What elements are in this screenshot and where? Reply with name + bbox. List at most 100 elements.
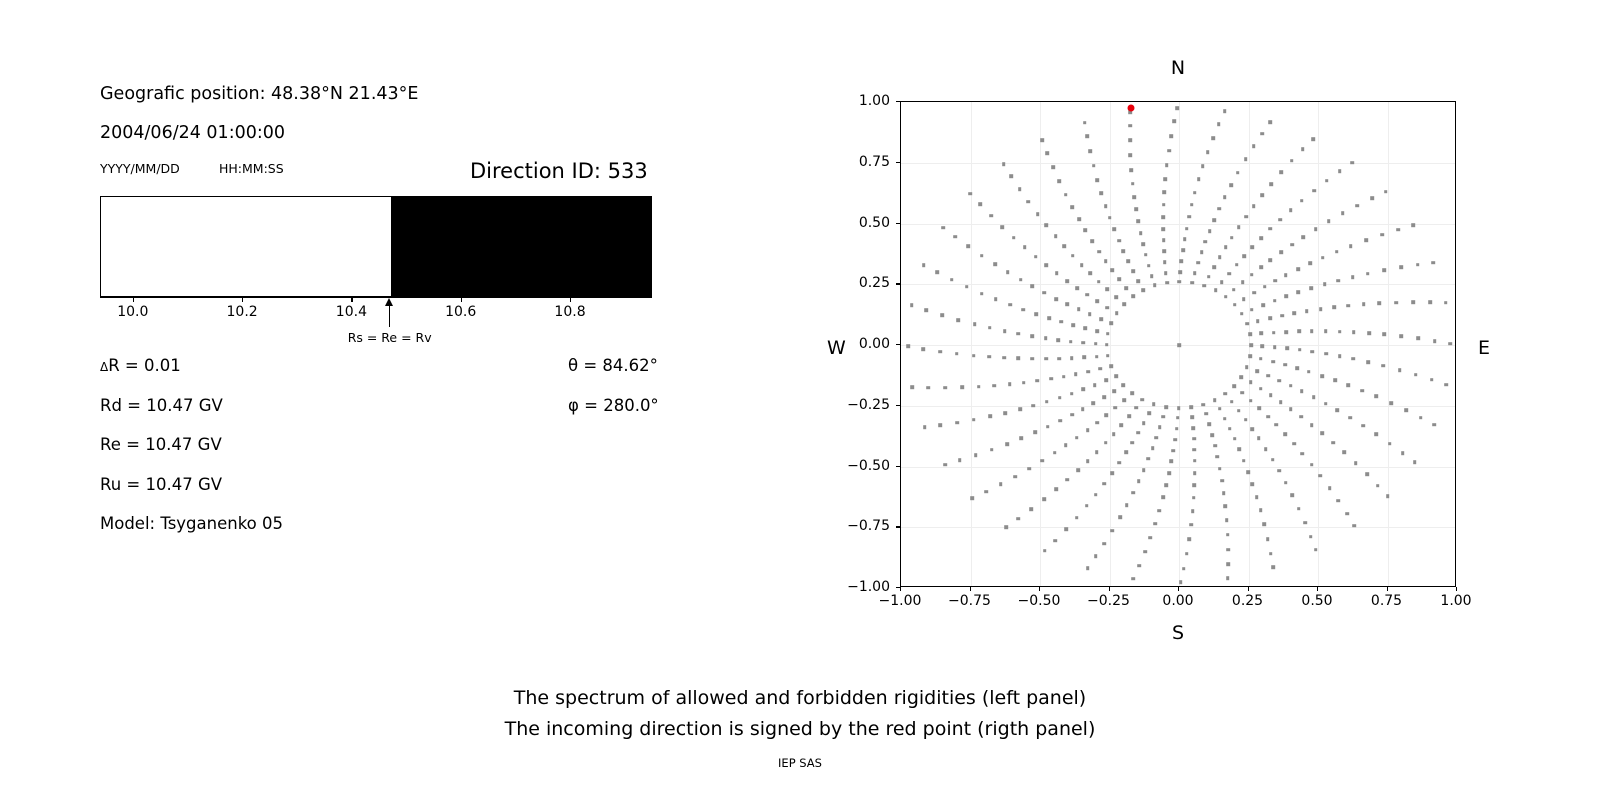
scatter-point (1192, 271, 1197, 276)
scatter-point (1246, 470, 1251, 475)
scatter-point (1087, 312, 1092, 317)
scatter-point (1225, 532, 1230, 537)
scatter-point (1223, 391, 1227, 396)
scatter-point (1231, 288, 1236, 292)
scatter-point (1322, 282, 1327, 287)
scatter-point (1022, 245, 1027, 250)
scatter-point (1221, 491, 1226, 495)
scatter-point (1177, 280, 1182, 284)
scatter-point (1252, 290, 1256, 295)
scatter-point (1124, 286, 1129, 291)
scatter-point (1077, 217, 1081, 222)
scatter-point (1042, 497, 1046, 502)
scatter-point (1338, 169, 1342, 173)
scatter-point (1018, 278, 1023, 282)
scatter-point (955, 420, 959, 425)
scatter-point (1074, 515, 1079, 520)
scatter-point (1273, 345, 1277, 349)
scatter-point (1360, 388, 1364, 393)
scatter-point (1264, 447, 1268, 451)
scatter-point (910, 385, 915, 390)
scatter-point (1260, 193, 1264, 198)
scatter-point (1138, 231, 1143, 236)
scatter-point (1090, 239, 1094, 243)
scatter-point (1215, 454, 1220, 459)
scatter-point (1336, 498, 1341, 503)
spectrum-tick-label: 10.0 (117, 304, 149, 320)
scatter-point (1345, 511, 1349, 516)
scatter-point (1091, 163, 1096, 168)
scatter-point (1146, 456, 1151, 461)
scatter-point (1224, 295, 1228, 299)
scatter-point (1361, 302, 1366, 307)
scatter-point (1223, 504, 1228, 509)
scatter-point (1222, 416, 1227, 421)
scatter-point (1167, 471, 1171, 476)
scatter-point (1348, 415, 1353, 420)
scatter-point (1064, 443, 1068, 448)
scatter-point (1130, 181, 1135, 186)
scatter-point (1143, 550, 1147, 554)
scatter-point (1134, 405, 1138, 410)
scatter-point (1229, 236, 1234, 240)
scatter-point (1412, 460, 1417, 465)
scatter-point (1352, 523, 1357, 528)
x-axis-tick-label: 1.00 (1440, 593, 1472, 609)
scatter-point (1224, 518, 1229, 522)
scatter-point (1192, 483, 1197, 488)
scatter-point (1261, 303, 1266, 307)
scatter-point (1295, 366, 1299, 370)
scatter-point (1257, 406, 1262, 411)
param-delta-r-value: R = 0.01 (108, 356, 181, 375)
scatter-point (1206, 275, 1211, 279)
scatter-point (1161, 238, 1166, 242)
scatter-point (1324, 351, 1328, 356)
scatter-point (1137, 564, 1141, 568)
scatter-point (1165, 163, 1169, 168)
scatter-point (1232, 384, 1236, 388)
scatter-point (1105, 287, 1109, 292)
scatter-point (1273, 279, 1277, 283)
scatter-point (1030, 356, 1035, 361)
scatter-point (968, 191, 973, 196)
scatter-point (1297, 329, 1301, 334)
scatter-point (1351, 330, 1356, 334)
spectrum-tick-label: 10.2 (226, 304, 258, 320)
scatter-point (1323, 329, 1328, 334)
scatter-point (1444, 383, 1448, 387)
scatter-point (1381, 363, 1386, 368)
scatter-point (1102, 481, 1107, 486)
scatter-point (1098, 367, 1102, 371)
x-axis-tick (1178, 587, 1180, 591)
scatter-point (1240, 390, 1244, 395)
scatter-point (1292, 442, 1296, 446)
scatter-point (1309, 329, 1314, 334)
scatter-point (1346, 304, 1351, 308)
scatter-point (1262, 284, 1267, 289)
scatter-point (1004, 525, 1008, 530)
scatter-point (1095, 450, 1099, 454)
scatter-point (1130, 391, 1134, 395)
scatter-point (1226, 562, 1230, 567)
scatter-point (924, 308, 929, 312)
scatter-point (1114, 311, 1119, 315)
scatter-point (1366, 271, 1370, 276)
scatter-point (1270, 458, 1275, 462)
scatter-point (1304, 309, 1309, 314)
scatter-point (1134, 207, 1138, 211)
scatter-point (1237, 447, 1241, 451)
scatter-point (1320, 374, 1324, 378)
scatter-point (1112, 389, 1117, 393)
scatter-point (1217, 406, 1222, 411)
scatter-point (1069, 356, 1074, 360)
spectrum-tick (351, 297, 353, 302)
scatter-point (1122, 302, 1126, 306)
scatter-point (1415, 262, 1420, 267)
scatter-point (1351, 357, 1356, 361)
scatter-point (1242, 254, 1247, 258)
scatter-point (1012, 235, 1016, 240)
scatter-point (1314, 547, 1318, 552)
scatter-point (1019, 436, 1024, 441)
scatter-point (1266, 537, 1270, 541)
scatter-point (1428, 300, 1432, 304)
